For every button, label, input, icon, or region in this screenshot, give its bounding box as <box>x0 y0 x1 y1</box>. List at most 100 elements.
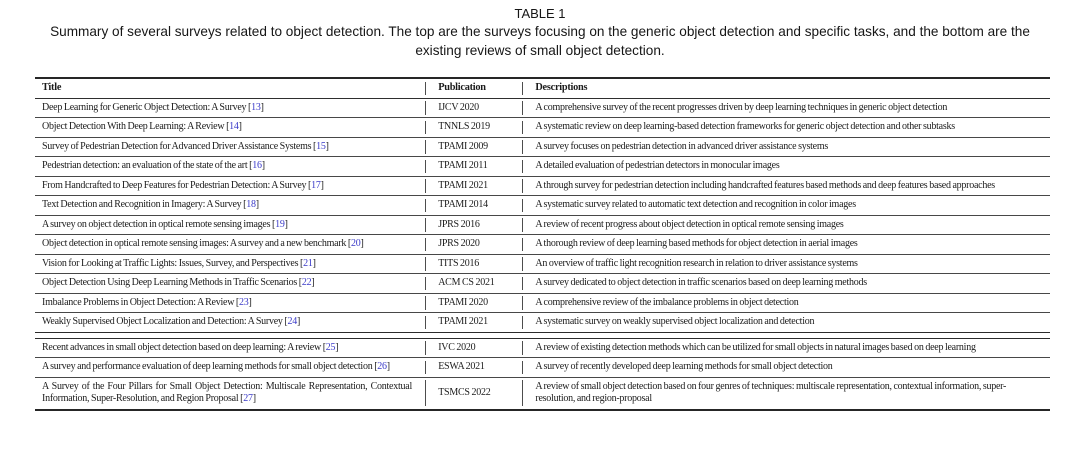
description-cell: A comprehensive survey of the recent pro… <box>535 101 948 113</box>
column-divider <box>425 198 427 212</box>
publication-cell: JPRS 2020 <box>438 238 480 249</box>
table-row: From Handcrafted to Deep Features for Pe… <box>35 175 1050 196</box>
column-divider <box>522 360 524 374</box>
table-header-row: Title Publication Descriptions <box>35 79 1050 99</box>
column-header-descriptions: Descriptions <box>535 82 588 93</box>
column-divider <box>522 296 524 310</box>
title-cell: Pedestrian detection: an evaluation of t… <box>42 160 265 171</box>
column-divider <box>425 315 427 329</box>
table-row: Object detection in optical remote sensi… <box>35 234 1050 254</box>
citation-link[interactable]: 25 <box>325 341 336 353</box>
citation-link[interactable]: 14 <box>229 121 239 132</box>
publication-cell: TNNLS 2019 <box>438 121 490 132</box>
title-cell: Imbalance Problems in Object Detection: … <box>42 296 252 308</box>
column-divider <box>522 257 524 271</box>
citation-link[interactable]: 13 <box>251 101 261 113</box>
column-divider <box>425 276 427 290</box>
publication-cell: TPAMI 2009 <box>438 140 488 152</box>
column-divider <box>522 276 524 290</box>
citation-link[interactable]: 22 <box>301 277 312 288</box>
section-gap <box>35 332 1050 338</box>
column-divider <box>522 315 524 329</box>
title-cell: Weakly Supervised Object Localization an… <box>42 316 301 327</box>
publication-cell: ACM CS 2021 <box>438 277 495 288</box>
citation-link[interactable]: 24 <box>287 316 297 327</box>
citation-link[interactable]: 20 <box>350 238 361 249</box>
table-row: Imbalance Problems in Object Detection: … <box>35 292 1050 313</box>
publication-cell: TSMCS 2022 <box>438 386 491 398</box>
title-cell: Survey of Pedestrian Detection for Advan… <box>42 140 329 152</box>
title-cell: A survey on object detection in optical … <box>42 218 288 230</box>
table-row: A survey and performance evaluation of d… <box>35 357 1050 377</box>
column-divider <box>522 120 524 134</box>
table-row: A survey on object detection in optical … <box>35 214 1050 235</box>
publication-cell: TPAMI 2014 <box>438 199 488 210</box>
description-cell: A through survey for pedestrian detectio… <box>535 179 995 191</box>
column-divider <box>425 120 427 134</box>
title-cell: Text Detection and Recognition in Imager… <box>42 199 259 210</box>
column-header-title: Title <box>42 82 62 93</box>
publication-cell: ESWA 2021 <box>438 361 485 372</box>
citation-link[interactable]: 15 <box>316 140 326 152</box>
column-divider <box>425 237 427 251</box>
column-divider <box>425 140 427 154</box>
table-caption-block: TABLE 1 Summary of several surveys relat… <box>0 0 1080 60</box>
citation-link[interactable]: 23 <box>239 296 249 308</box>
table-caption-text: Summary of several surveys related to ob… <box>50 24 1030 58</box>
description-cell: A detailed evaluation of pedestrian dete… <box>535 160 780 171</box>
publication-cell: JPRS 2016 <box>438 218 480 230</box>
description-cell: A survey focuses on pedestrian detection… <box>535 140 829 152</box>
description-cell: A review of small object detection based… <box>535 380 1007 405</box>
description-cell: A survey of recently developed deep lear… <box>535 361 833 372</box>
table-section-generic-detection: Deep Learning for Generic Object Detecti… <box>35 99 1050 333</box>
citation-link[interactable]: 16 <box>252 160 262 171</box>
column-header-publication: Publication <box>438 82 486 93</box>
column-divider <box>522 140 524 154</box>
survey-table: Title Publication Descriptions Deep Lear… <box>35 77 1050 411</box>
citation-link[interactable]: 21 <box>303 257 313 269</box>
table-row: Survey of Pedestrian Detection for Advan… <box>35 136 1050 157</box>
column-divider <box>425 257 427 271</box>
citation-link[interactable]: 26 <box>377 361 387 372</box>
column-divider <box>425 296 427 310</box>
citation-link[interactable]: 18 <box>246 199 256 210</box>
table-section-small-object-detection: Recent advances in small object detectio… <box>35 337 1050 409</box>
description-cell: A survey dedicated to object detection i… <box>535 277 867 288</box>
table-row: Object Detection With Deep Learning: A R… <box>35 117 1050 137</box>
table-row: Deep Learning for Generic Object Detecti… <box>35 99 1050 118</box>
table-label: TABLE 1 <box>514 6 566 21</box>
publication-cell: IJCV 2020 <box>438 101 479 113</box>
column-divider <box>522 237 524 251</box>
description-cell: A thorough review of deep learning based… <box>535 238 858 249</box>
publication-cell: IVC 2020 <box>438 341 476 353</box>
column-divider <box>522 218 524 232</box>
description-cell: An overview of traffic light recognition… <box>535 257 858 269</box>
title-cell: Object Detection Using Deep Learning Met… <box>42 277 315 288</box>
column-divider <box>522 159 524 173</box>
column-divider <box>425 179 427 193</box>
title-cell: Deep Learning for Generic Object Detecti… <box>42 101 264 113</box>
column-divider <box>425 380 427 406</box>
citation-link[interactable]: 27 <box>243 393 253 404</box>
table-row: Text Detection and Recognition in Imager… <box>35 195 1050 215</box>
column-divider <box>425 101 427 115</box>
column-divider <box>522 341 524 355</box>
title-cell: Object detection in optical remote sensi… <box>42 238 364 249</box>
title-cell: A survey and performance evaluation of d… <box>42 361 390 372</box>
title-cell: Recent advances in small object detectio… <box>42 341 339 353</box>
citation-link[interactable]: 17 <box>311 179 321 191</box>
title-cell: A Survey of the Four Pillars for Small O… <box>42 380 412 405</box>
column-divider <box>522 198 524 212</box>
citation-link[interactable]: 19 <box>275 218 285 230</box>
title-cell: Object Detection With Deep Learning: A R… <box>42 121 242 132</box>
column-divider <box>522 101 524 115</box>
column-divider <box>522 179 524 193</box>
publication-cell: TPAMI 2020 <box>438 296 488 308</box>
description-cell: A review of recent progress about object… <box>535 218 844 230</box>
column-divider <box>425 159 427 173</box>
publication-cell: TPAMI 2011 <box>438 160 488 171</box>
column-divider <box>425 341 427 355</box>
column-divider <box>522 380 524 406</box>
table-row: Object Detection Using Deep Learning Met… <box>35 273 1050 293</box>
